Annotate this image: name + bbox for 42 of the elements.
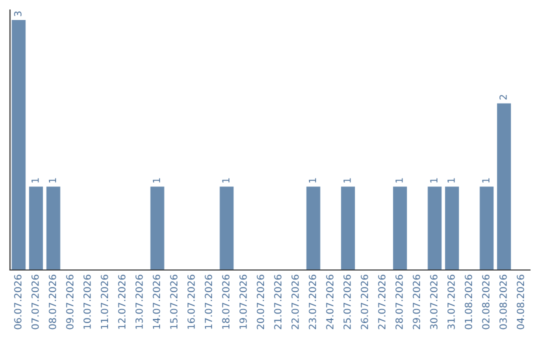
x-tick-label: 27.07.2026 xyxy=(378,274,386,330)
x-tick-label: 13.07.2026 xyxy=(135,274,143,329)
data-label: 1 xyxy=(448,178,455,183)
x-tick-label: 22.07.2026 xyxy=(291,274,299,330)
x-tick-label: 19.07.2026 xyxy=(239,274,247,329)
x-tick-label: 08.07.2026 xyxy=(48,274,56,330)
x-tick-label: 02.08.2026 xyxy=(482,274,490,330)
x-tick-label: 11.07.2026 xyxy=(100,274,108,329)
x-tick-label: 26.07.2026 xyxy=(360,274,368,330)
x-tick-label: 16.07.2026 xyxy=(187,274,195,329)
x-tick-label: 20.07.2026 xyxy=(256,274,264,330)
data-label: 3 xyxy=(14,12,22,16)
x-tick-label: 28.07.2026 xyxy=(395,274,403,330)
x-tick-label: 21.07.2026 xyxy=(274,274,282,330)
x-tick-label: 04.08.2026 xyxy=(516,274,524,330)
x-tick-label: 15.07.2026 xyxy=(170,274,178,329)
x-tick-label: 07.07.2026 xyxy=(31,274,39,330)
x-tick-label: 09.07.2026 xyxy=(66,274,74,330)
x-tick-label: 14.07.2026 xyxy=(152,274,160,329)
data-label: 1 xyxy=(344,178,351,183)
data-label: 1 xyxy=(152,178,160,183)
x-tick-label: 30.07.2026 xyxy=(430,274,438,330)
data-label: 1 xyxy=(430,178,438,183)
x-tick-label: 25.07.2026 xyxy=(343,274,351,330)
data-label: 1 xyxy=(396,178,403,183)
x-tick-label: 18.07.2026 xyxy=(222,274,230,329)
x-tick-label: 01.08.2026 xyxy=(464,274,472,330)
x-tick-label: 29.07.2026 xyxy=(412,274,420,330)
data-label: 1 xyxy=(32,178,39,183)
data-label: 1 xyxy=(482,178,490,183)
x-tick-label: 23.07.2026 xyxy=(308,274,316,330)
x-tick-label: 12.07.2026 xyxy=(118,274,126,329)
x-tick-label: 10.07.2026 xyxy=(83,274,91,329)
x-tick-label: 31.07.2026 xyxy=(447,274,455,330)
x-tick-label: 24.07.2026 xyxy=(326,274,334,330)
x-tick-label: 17.07.2026 xyxy=(204,274,212,329)
data-label: 2 xyxy=(499,95,507,100)
data-label: 1 xyxy=(308,178,316,183)
x-tick-label: 06.07.2026 xyxy=(14,274,22,330)
data-label: 1 xyxy=(222,178,230,183)
x-tick-label: 03.08.2026 xyxy=(499,274,507,330)
data-label: 1 xyxy=(48,178,56,183)
